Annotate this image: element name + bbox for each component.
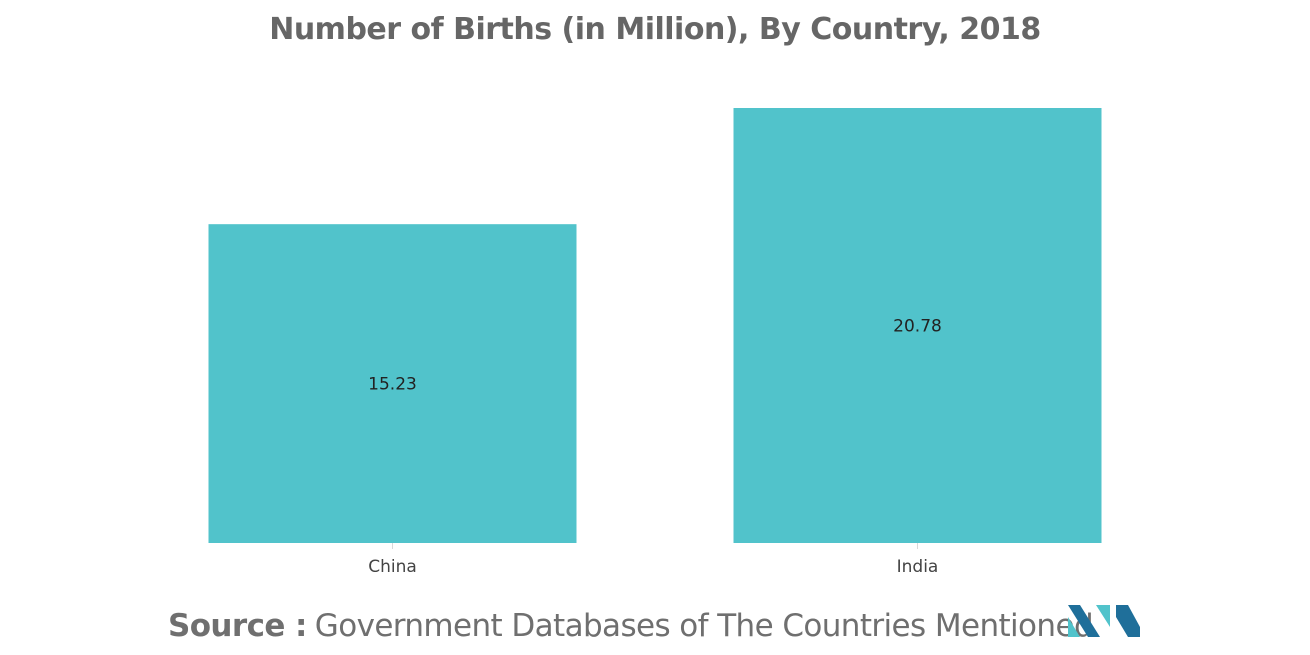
x-tick-label-china: China	[368, 557, 417, 577]
data-label-india: 20.78	[893, 317, 942, 337]
source-note: Source : Government Databases of The Cou…	[168, 604, 1094, 648]
source-label: Source :	[168, 608, 307, 644]
bar-china	[208, 224, 577, 543]
source-text: Government Databases of The Countries Me…	[314, 608, 1094, 644]
chart-title: Number of Births (in Million), By Countr…	[269, 12, 1041, 47]
data-label-china: 15.23	[368, 375, 417, 395]
brand-logo-icon	[1068, 605, 1140, 637]
bar-chart: 15.23 China 20.78 India	[208, 108, 1102, 577]
bar-india	[733, 108, 1102, 543]
x-tick-label-india: India	[897, 557, 939, 577]
